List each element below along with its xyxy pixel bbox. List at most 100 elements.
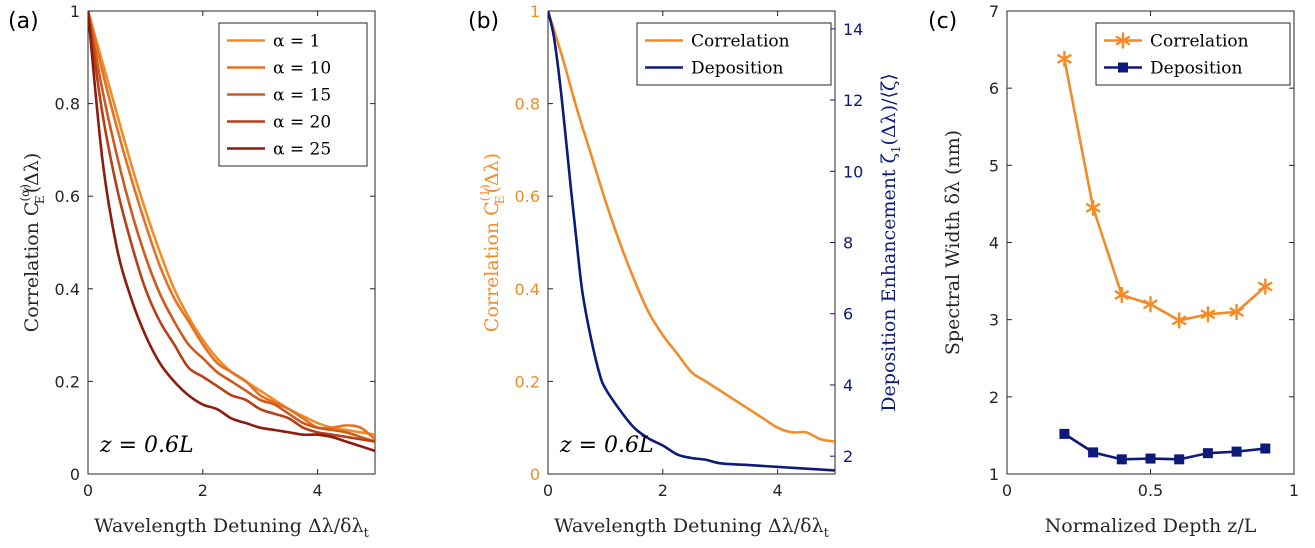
series-line-3 [88, 11, 375, 443]
y-tick-label: 2 [989, 388, 999, 407]
data-point [1145, 453, 1156, 464]
data-point [1231, 446, 1242, 457]
axes-box [87, 10, 376, 475]
data-point [1056, 50, 1072, 67]
data-point [1088, 447, 1099, 458]
y-tick-label: 0.2 [515, 372, 540, 391]
y-axis-label: Correlation C(α)E(Δλ) [18, 153, 47, 333]
legend-label: α = 20 [273, 113, 331, 133]
y2-tick-label: 8 [843, 234, 853, 253]
y-axis-label: Correlation C(1)E(Δλ) [478, 153, 507, 332]
y-axis-label: Spectral Width δλ (nm) [942, 130, 964, 355]
y-tick-label: 1 [70, 2, 80, 21]
y-tick-label: 1 [530, 2, 540, 21]
y-tick-label: 0.4 [55, 280, 80, 299]
y2-tick-label: 4 [843, 376, 853, 395]
y-tick-label: 7 [989, 2, 999, 21]
y-tick-label: 6 [989, 79, 999, 98]
x-axis-label: Wavelength Detuning Δλ/δλt [554, 515, 830, 541]
data-point [1085, 199, 1101, 216]
y2-tick-label: 10 [843, 162, 863, 181]
legend-label: α = 1 [273, 32, 320, 52]
asterisk-stroke [1056, 53, 1072, 64]
panel-1: (a) 0 2 4 0 0.2 0.4 0.6 0.8 1 Wavelength Detuning … [8, 2, 376, 541]
legend-label: Correlation [1150, 32, 1249, 52]
legend-label: α = 15 [273, 86, 331, 106]
y-tick-label: 0 [70, 465, 80, 484]
legend: α = 1 α = 10 α = 15 α = 20 α = 25 [218, 22, 368, 167]
asterisk-stroke [1257, 281, 1273, 292]
panel-3: (c) 0 0.5 1 1 2 3 4 5 6 7 Normalized Depth z/L Spect… [928, 2, 1299, 537]
asterisk-stroke [1200, 309, 1216, 320]
panel-2: (b)0 2 400.20.40.60.812468101214Wavelength… [468, 2, 903, 541]
legend-label: Correlation [691, 32, 790, 52]
y-tick-label: 4 [989, 234, 999, 253]
legend-entry-1: Correlation [1104, 32, 1249, 52]
legend-entry-4: α = 20 [227, 113, 331, 133]
x-axis-label: Wavelength Detuning Δλ/δλt [94, 515, 370, 541]
x-tick-label: 1 [1289, 481, 1299, 500]
y2-axis-label: Deposition Enhancement ζ1(Δλ)/⟨ζ⟩ [878, 73, 903, 411]
y2-tick-label: 14 [843, 20, 863, 39]
y-tick-label: 0.6 [515, 187, 540, 206]
data-point [1174, 454, 1185, 465]
legend-label: Deposition [691, 59, 783, 79]
y-tick-label: 0.2 [55, 372, 80, 391]
data-point [1116, 454, 1127, 465]
data-point [1202, 448, 1213, 459]
series-line-5 [88, 11, 375, 453]
legend-entry-3: α = 15 [227, 86, 331, 106]
legend-marker [1115, 32, 1131, 49]
x-tick-label: 4 [313, 481, 323, 500]
x-tick-label: 2 [198, 481, 208, 500]
x-tick-label: 2 [658, 481, 668, 500]
data-point [1171, 312, 1187, 329]
legend-marker [1118, 62, 1128, 73]
legend-entry-2: α = 10 [227, 59, 331, 79]
y-tick-label: 0.8 [515, 95, 540, 114]
panel-tag: (b) [468, 9, 499, 34]
x-tick-label: 4 [773, 481, 783, 500]
data-point [1257, 278, 1273, 295]
series-line-1 [1063, 58, 1267, 322]
legend-label: Deposition [1150, 59, 1242, 79]
x-tick-label: 0.5 [1138, 481, 1163, 500]
y-tick-label: 0.8 [55, 95, 80, 114]
y2-tick-label: 2 [843, 447, 853, 466]
y-tick-label: 0.6 [55, 187, 80, 206]
x-tick-label: 0 [1002, 481, 1012, 500]
x-axis-label: Normalized Depth z/L [1045, 515, 1257, 537]
y2-tick-label: 12 [843, 91, 863, 110]
y-tick-label: 1 [989, 465, 999, 484]
y-tick-label: 0.4 [515, 280, 540, 299]
legend-entry-2: Deposition [645, 59, 783, 79]
x-tick-label: 0 [543, 481, 553, 500]
data-point [1229, 303, 1245, 320]
legend-entry-2: Deposition [1104, 59, 1242, 79]
asterisk-stroke [1171, 315, 1187, 326]
y2-tick-label: 6 [843, 305, 853, 324]
series-line-2 [548, 11, 835, 472]
legend: Correlation Deposition [636, 22, 832, 86]
data-point [1114, 286, 1130, 303]
annotation: z = 0.6L [99, 433, 194, 458]
legend-label: α = 10 [273, 59, 331, 79]
asterisk-stroke [1229, 306, 1245, 317]
legend-entry-5: α = 25 [227, 140, 331, 160]
y-tick-label: 0 [530, 465, 540, 484]
x-tick-label: 0 [83, 481, 93, 500]
legend: Correlation Deposition [1095, 22, 1291, 86]
asterisk-stroke [1142, 299, 1159, 310]
panel-tag: (c) [928, 9, 957, 34]
asterisk-stroke [1115, 35, 1131, 46]
panel-tag: (a) [8, 9, 39, 34]
data-point [1260, 443, 1271, 454]
legend-box [1095, 22, 1291, 86]
annotation: z = 0.6L [559, 433, 654, 458]
legend-label: α = 25 [273, 140, 331, 160]
legend-entry-1: α = 1 [227, 32, 320, 52]
data-point [1200, 306, 1216, 323]
series-line-4 [88, 11, 375, 443]
asterisk-stroke [1085, 202, 1101, 213]
